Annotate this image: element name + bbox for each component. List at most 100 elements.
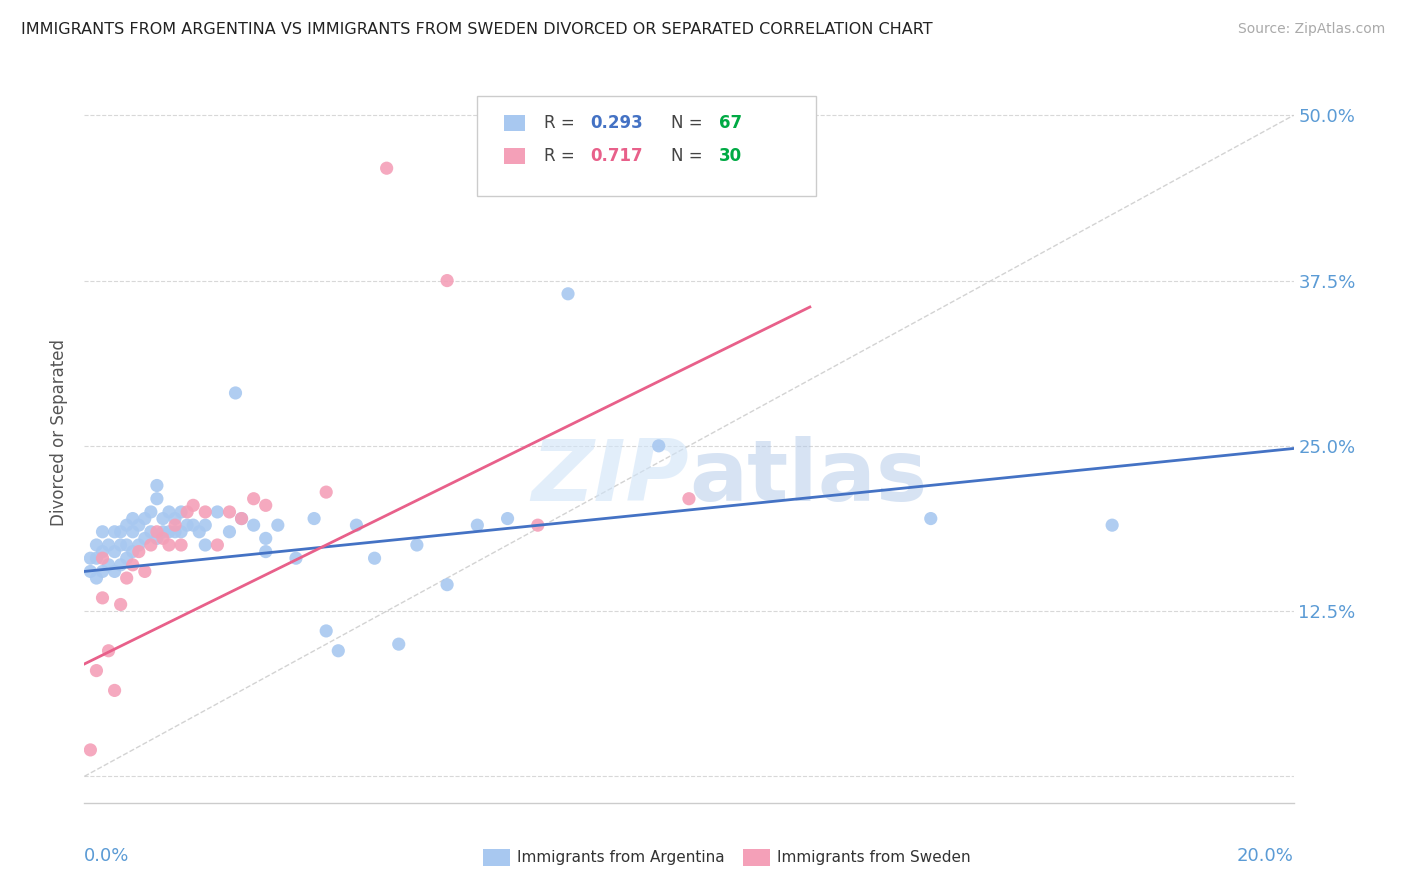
Point (91, 551, 114, 566)
Point (86, 664, 108, 678)
Point (254, 544, 277, 558)
Bar (503, 115, 526, 131)
Point (91, 524, 114, 539)
Point (110, 524, 132, 539)
Text: 0.293: 0.293 (589, 114, 643, 132)
Point (146, 532, 169, 546)
Point (1101, 518, 1123, 533)
Point (91, 591, 114, 605)
Point (146, 491, 169, 506)
Point (79, 743, 101, 757)
Point (218, 505, 240, 519)
Point (218, 524, 240, 539)
Point (194, 505, 217, 519)
Point (165, 524, 187, 539)
Point (121, 544, 143, 558)
Point (115, 518, 138, 533)
Point (79, 565, 101, 579)
Point (128, 518, 150, 533)
Point (97, 644, 120, 658)
Point (104, 544, 127, 558)
Point (128, 544, 150, 558)
Point (242, 518, 264, 533)
Point (146, 478, 169, 492)
Point (467, 518, 489, 533)
Bar (484, 849, 510, 866)
Text: atlas: atlas (689, 435, 927, 518)
Point (97, 538, 120, 552)
Point (139, 524, 162, 539)
Point (165, 511, 187, 525)
Point (157, 538, 180, 552)
Point (527, 518, 550, 533)
Point (139, 538, 162, 552)
Point (170, 538, 193, 552)
Point (388, 637, 411, 651)
Point (328, 644, 350, 658)
Point (157, 524, 180, 539)
Point (648, 439, 671, 453)
Point (134, 532, 156, 546)
Point (86, 571, 108, 585)
Text: Source: ZipAtlas.com: Source: ZipAtlas.com (1237, 22, 1385, 37)
Point (86, 551, 108, 566)
Point (176, 518, 198, 533)
Point (110, 538, 132, 552)
Point (194, 538, 217, 552)
Point (104, 565, 127, 579)
Text: N =: N = (671, 146, 707, 165)
Text: IMMIGRANTS FROM ARGENTINA VS IMMIGRANTS FROM SWEDEN DIVORCED OR SEPARATED CORREL: IMMIGRANTS FROM ARGENTINA VS IMMIGRANTS … (21, 22, 932, 37)
Point (188, 524, 211, 539)
Point (115, 571, 138, 585)
Point (79, 551, 101, 566)
Point (121, 524, 143, 539)
Text: 20.0%: 20.0% (1237, 847, 1294, 865)
Point (134, 565, 156, 579)
Point (152, 511, 174, 525)
Point (104, 524, 127, 539)
Text: R =: R = (544, 114, 579, 132)
Point (231, 511, 253, 525)
Point (152, 524, 174, 539)
Point (91, 565, 114, 579)
Point (242, 491, 264, 506)
Point (920, 511, 942, 525)
Y-axis label: Divorced or Separated: Divorced or Separated (51, 339, 69, 526)
Point (146, 524, 169, 539)
Bar (503, 147, 526, 164)
Point (557, 286, 579, 301)
Point (176, 505, 198, 519)
Point (207, 505, 229, 519)
Point (302, 511, 325, 525)
FancyBboxPatch shape (478, 95, 815, 195)
Point (363, 551, 385, 566)
Point (86, 538, 108, 552)
Point (285, 551, 308, 566)
Text: 30: 30 (720, 146, 742, 165)
Point (170, 505, 193, 519)
Point (165, 518, 187, 533)
Point (315, 485, 337, 500)
Point (91, 544, 114, 558)
Text: 0.717: 0.717 (589, 146, 643, 165)
Point (134, 511, 156, 525)
Point (121, 558, 143, 572)
Point (678, 491, 700, 506)
Bar (744, 849, 770, 866)
Point (115, 551, 138, 566)
Point (254, 499, 277, 513)
Point (181, 499, 204, 513)
Point (406, 538, 429, 552)
Point (267, 518, 290, 533)
Point (110, 558, 132, 572)
Point (496, 511, 519, 525)
Point (346, 518, 368, 533)
Text: N =: N = (671, 114, 707, 132)
Point (436, 577, 458, 591)
Point (157, 505, 180, 519)
Point (139, 505, 162, 519)
Text: ZIP: ZIP (531, 435, 689, 518)
Point (115, 538, 138, 552)
Text: 0.0%: 0.0% (84, 847, 129, 865)
Text: Immigrants from Sweden: Immigrants from Sweden (778, 850, 970, 865)
